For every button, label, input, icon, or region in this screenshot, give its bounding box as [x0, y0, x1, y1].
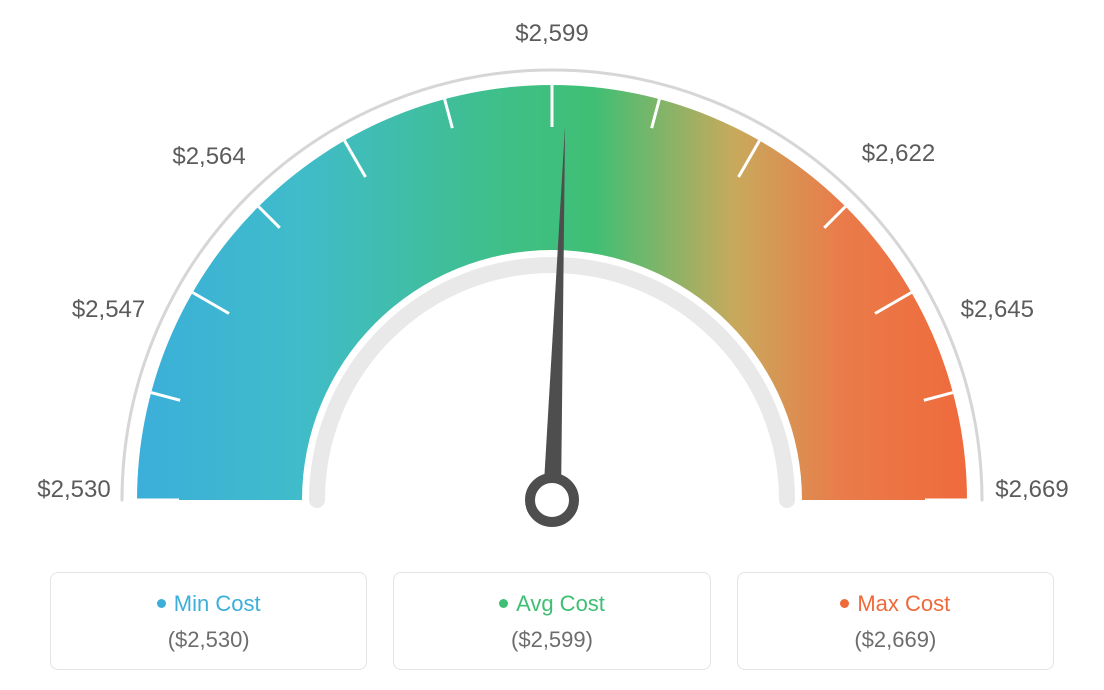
gauge-tick-label: $2,645: [961, 296, 1034, 324]
dot-icon: [157, 599, 166, 608]
legend-title-min: Min Cost: [61, 591, 356, 617]
dot-icon: [840, 599, 849, 608]
legend-value-avg: ($2,599): [404, 627, 699, 653]
gauge-tick-label: $2,599: [515, 20, 588, 48]
legend-title-min-text: Min Cost: [174, 591, 261, 616]
dot-icon: [499, 599, 508, 608]
gauge-tick-label: $2,530: [37, 476, 110, 504]
gauge-tick-label: $2,669: [995, 476, 1068, 504]
gauge-area: $2,530 $2,547 $2,564 $2,599 $2,622 $2,645 $2,6…: [0, 0, 1104, 560]
legend-value-max: ($2,669): [748, 627, 1043, 653]
legend-value-min: ($2,530): [61, 627, 356, 653]
legend-title-avg-text: Avg Cost: [516, 591, 605, 616]
gauge-tick-label: $2,547: [72, 296, 145, 324]
legend-card-max: Max Cost ($2,669): [737, 572, 1054, 670]
gauge-tick-label: $2,622: [862, 140, 935, 168]
legend-title-max-text: Max Cost: [857, 591, 950, 616]
gauge-tick-label: $2,564: [172, 143, 245, 171]
gauge-svg: [0, 0, 1104, 560]
gauge-chart-container: $2,530 $2,547 $2,564 $2,599 $2,622 $2,645 $2,6…: [0, 0, 1104, 690]
legend-title-avg: Avg Cost: [404, 591, 699, 617]
legend-title-max: Max Cost: [748, 591, 1043, 617]
legend-card-avg: Avg Cost ($2,599): [393, 572, 710, 670]
legend-row: Min Cost ($2,530) Avg Cost ($2,599) Max …: [0, 572, 1104, 670]
legend-card-min: Min Cost ($2,530): [50, 572, 367, 670]
